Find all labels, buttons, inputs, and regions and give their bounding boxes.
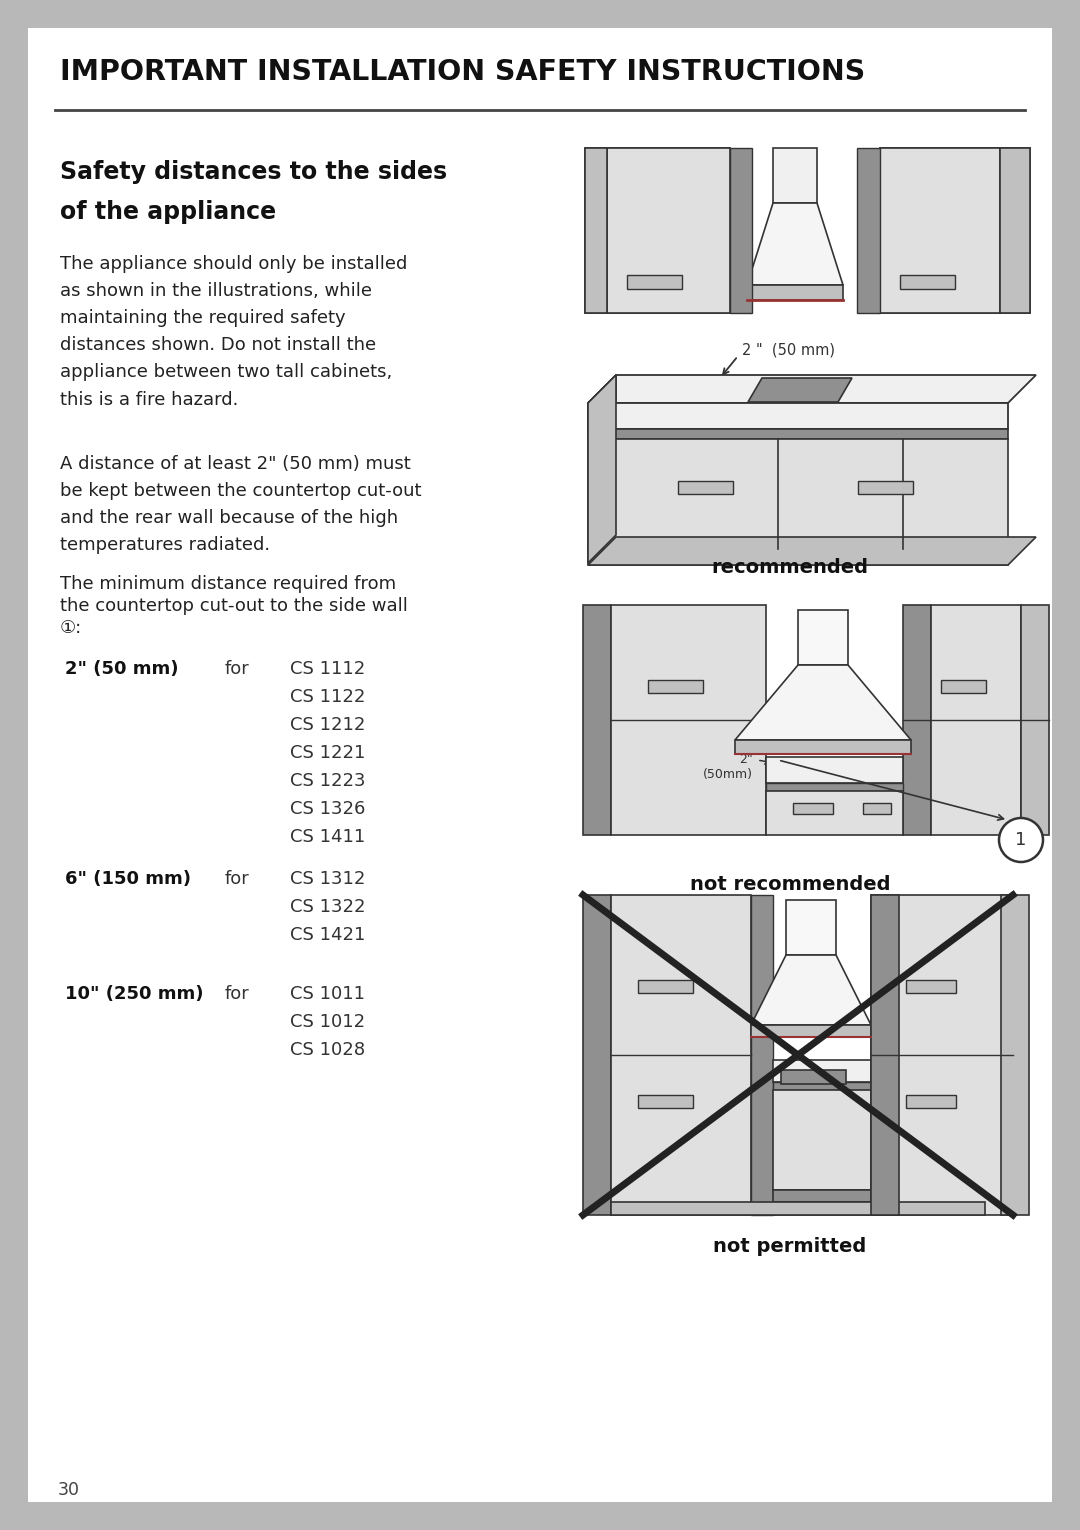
Bar (583, 895, 611, 1215)
Text: 2" (50 mm): 2" (50 mm) (65, 659, 178, 678)
Bar (773, 1060, 870, 1082)
Bar (648, 679, 703, 693)
Bar (781, 1069, 846, 1083)
Text: CS 1112: CS 1112 (291, 659, 365, 678)
Polygon shape (588, 537, 1036, 565)
Bar (900, 275, 955, 289)
Bar (678, 480, 733, 494)
Bar (870, 895, 899, 1215)
Bar (903, 604, 931, 835)
Text: CS 1421: CS 1421 (291, 926, 365, 944)
Bar (773, 1203, 870, 1215)
Bar (1021, 604, 1049, 835)
Text: 30: 30 (58, 1481, 80, 1499)
Bar (858, 480, 913, 494)
Text: CS 1221: CS 1221 (291, 744, 365, 762)
Bar (607, 148, 730, 314)
Text: 2 "  (50 mm): 2 " (50 mm) (742, 343, 835, 358)
Bar (906, 1095, 956, 1108)
Bar (858, 148, 880, 314)
Polygon shape (747, 203, 843, 285)
Bar (880, 148, 1030, 314)
Bar (588, 439, 1008, 549)
Text: CS 1122: CS 1122 (291, 688, 365, 705)
Polygon shape (748, 378, 852, 402)
Bar (588, 428, 1008, 439)
Text: A distance of at least 2" (50 mm) must
be kept between the countertop cut-out
an: A distance of at least 2" (50 mm) must b… (60, 454, 421, 554)
Bar (585, 148, 607, 314)
Text: CS 1411: CS 1411 (291, 828, 365, 846)
Text: 2"
(50mm): 2" (50mm) (703, 753, 753, 780)
Bar (941, 679, 986, 693)
Bar (773, 148, 816, 203)
Bar (627, 275, 681, 289)
Bar (773, 1089, 870, 1190)
Bar (786, 900, 836, 955)
Text: 10" (250 mm): 10" (250 mm) (65, 985, 203, 1004)
Text: for: for (225, 659, 249, 678)
Bar (611, 1203, 985, 1215)
Text: of the appliance: of the appliance (60, 200, 276, 223)
Text: IMPORTANT INSTALLATION SAFETY INSTRUCTIONS: IMPORTANT INSTALLATION SAFETY INSTRUCTIO… (60, 58, 865, 86)
Bar (1001, 895, 1029, 1215)
Text: CS 1322: CS 1322 (291, 898, 365, 916)
Bar (583, 604, 611, 835)
Polygon shape (751, 955, 870, 1025)
Bar (766, 783, 903, 791)
Bar (611, 895, 751, 1215)
Bar (773, 1190, 870, 1203)
Bar (611, 604, 766, 835)
Bar (931, 604, 1021, 835)
Text: CS 1312: CS 1312 (291, 871, 365, 887)
Polygon shape (588, 375, 1036, 402)
Text: CS 1326: CS 1326 (291, 800, 365, 819)
Bar (766, 757, 903, 783)
Text: the countertop cut-out to the side wall: the countertop cut-out to the side wall (60, 597, 408, 615)
Text: 1: 1 (1015, 831, 1027, 849)
Polygon shape (588, 375, 616, 563)
Text: 6" (150 mm): 6" (150 mm) (65, 871, 191, 887)
Bar (906, 981, 956, 993)
Polygon shape (588, 375, 616, 428)
Bar (730, 148, 752, 314)
Bar (751, 895, 773, 1215)
Polygon shape (735, 666, 912, 741)
Text: CS 1223: CS 1223 (291, 773, 365, 789)
Circle shape (999, 819, 1043, 861)
Bar (638, 1095, 693, 1108)
Text: CS 1011: CS 1011 (291, 985, 365, 1004)
Bar (766, 791, 903, 835)
Text: CS 1012: CS 1012 (291, 1013, 365, 1031)
Bar (735, 741, 912, 754)
Bar (588, 549, 1008, 565)
Text: CS 1212: CS 1212 (291, 716, 365, 734)
Bar (1000, 148, 1030, 314)
Bar (863, 803, 891, 814)
Text: for: for (225, 871, 249, 887)
Text: The minimum distance required from: The minimum distance required from (60, 575, 396, 594)
Bar (880, 148, 1000, 314)
Text: The appliance should only be installed
as shown in the illustrations, while
main: The appliance should only be installed a… (60, 256, 407, 409)
Text: CS 1028: CS 1028 (291, 1040, 365, 1059)
Text: not permitted: not permitted (714, 1236, 866, 1256)
Bar (793, 803, 833, 814)
Bar (773, 1082, 870, 1089)
Bar (870, 895, 1014, 1215)
Text: for: for (225, 985, 249, 1004)
Bar (751, 1025, 870, 1037)
Bar (638, 981, 693, 993)
Bar (585, 148, 730, 314)
Text: Safety distances to the sides: Safety distances to the sides (60, 161, 447, 184)
Text: ①:: ①: (60, 620, 82, 636)
Bar (798, 610, 848, 666)
Bar (588, 402, 1008, 428)
Text: recommended: recommended (712, 558, 868, 577)
Bar (747, 285, 843, 300)
Text: not recommended: not recommended (690, 875, 890, 894)
